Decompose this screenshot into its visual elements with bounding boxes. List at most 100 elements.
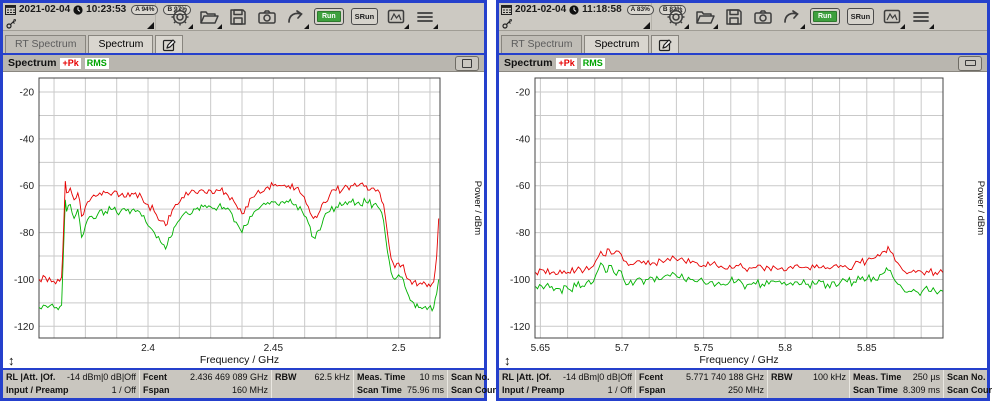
edit-pencil-icon bbox=[658, 38, 673, 52]
rl-att-of-value: -14 dBm|0 dB|Off bbox=[562, 372, 632, 382]
key-icon bbox=[502, 19, 512, 29]
tab-edit[interactable] bbox=[155, 35, 184, 53]
open-folder-icon[interactable] bbox=[694, 6, 718, 29]
status-col-levels: RL |Att. |Of. -14 dBm|0 dB|Off Input / Pr… bbox=[499, 370, 635, 398]
date-label: 2021-02-04 bbox=[515, 4, 567, 15]
camera-icon[interactable] bbox=[752, 6, 774, 28]
calendar-icon bbox=[501, 4, 512, 15]
dropdown-corner-icon bbox=[900, 23, 906, 29]
svg-text:-60: -60 bbox=[516, 181, 531, 192]
dropdown-corner-icon bbox=[304, 23, 309, 29]
svg-text:5.65: 5.65 bbox=[531, 343, 551, 354]
srun-button-label: SRun bbox=[354, 12, 375, 21]
run-button[interactable]: Run bbox=[314, 8, 344, 25]
time-label: 10:23:53 bbox=[86, 4, 127, 15]
dropdown-corner-icon bbox=[929, 23, 935, 29]
fspan-label: Fspan bbox=[143, 385, 170, 395]
maximize-button[interactable] bbox=[455, 55, 479, 71]
menu-icon[interactable] bbox=[414, 6, 439, 29]
scan-time-value: 75.96 ms bbox=[406, 385, 444, 395]
chart-area: -20 -40 -60 -80 -100 -120 5.65 5.7 5.75 5.8 5.85 Fr… bbox=[499, 72, 987, 368]
expand-triangle-icon[interactable] bbox=[643, 22, 650, 29]
srun-button[interactable]: SRun bbox=[350, 8, 379, 25]
input-preamp-label: Input / Preamp bbox=[502, 385, 565, 395]
dropdown-corner-icon bbox=[433, 23, 439, 29]
save-floppy-icon[interactable] bbox=[227, 6, 249, 28]
redo-arrow-icon[interactable] bbox=[285, 6, 309, 29]
srun-button[interactable]: SRun bbox=[846, 8, 875, 25]
status-cluster[interactable]: 2021-02-04 11:18:58 A 83% B 82% bbox=[499, 3, 687, 30]
status-cluster[interactable]: 2021-02-04 10:23:53 A 94% B 97% bbox=[3, 3, 191, 30]
display-screen-icon[interactable] bbox=[881, 6, 906, 29]
key-icon bbox=[6, 19, 16, 29]
analyzer-window-left: 2021-02-04 10:23:53 A 94% B 97% bbox=[0, 0, 501, 401]
run-button-label: Run bbox=[317, 11, 341, 22]
fspan-value: 160 MHz bbox=[231, 385, 268, 395]
svg-text:5.7: 5.7 bbox=[615, 343, 629, 354]
dropdown-corner-icon bbox=[684, 23, 689, 29]
vertical-scale-control[interactable]: ↕ bbox=[8, 353, 15, 368]
svg-text:Power / dBm: Power / dBm bbox=[472, 181, 483, 235]
tab-rt-spectrum[interactable]: RT Spectrum bbox=[5, 35, 87, 53]
svg-text:Frequency / GHz: Frequency / GHz bbox=[699, 354, 778, 366]
fspan-value: 250 MHz bbox=[727, 385, 764, 395]
vertical-scale-control[interactable]: ↕ bbox=[504, 353, 511, 368]
fcent-label: Fcent bbox=[639, 372, 664, 382]
save-floppy-icon[interactable] bbox=[723, 6, 745, 28]
scan-no-label: Scan No. bbox=[947, 372, 986, 382]
status-col-scan: Scan No.34 Scan Count50 bbox=[447, 370, 501, 398]
rbw-value: 62.5 kHz bbox=[314, 372, 350, 382]
status-col-time: Meas. Time 10 ms Scan Time 75.96 ms bbox=[353, 370, 447, 398]
open-folder-icon[interactable] bbox=[198, 6, 222, 29]
analyzer-window-right: 2021-02-04 11:18:58 A 83% B 82% bbox=[496, 0, 992, 401]
srun-button-label: SRun bbox=[850, 12, 871, 21]
tab-edit[interactable] bbox=[651, 35, 680, 53]
rl-att-of-label: RL |Att. |Of. bbox=[6, 372, 56, 382]
rbw-label: RBW bbox=[771, 372, 793, 382]
fcent-label: Fcent bbox=[143, 372, 168, 382]
status-col-frequency: Fcent 5.771 740 188 GHz Fspan 250 MHz bbox=[635, 370, 767, 398]
meas-time-label: Meas. Time bbox=[357, 372, 406, 382]
restore-button[interactable] bbox=[958, 55, 982, 71]
battery-a-badge: A 94% bbox=[131, 4, 159, 15]
status-bar: RL |Att. |Of. -14 dBm|0 dB|Off Input / Pr… bbox=[3, 368, 501, 398]
camera-icon[interactable] bbox=[256, 6, 278, 28]
svg-text:-80: -80 bbox=[20, 228, 35, 239]
tab-spectrum[interactable]: Spectrum bbox=[584, 35, 650, 53]
redo-arrow-icon[interactable] bbox=[781, 6, 805, 29]
clock-icon bbox=[73, 4, 83, 15]
svg-text:-20: -20 bbox=[20, 88, 35, 99]
tab-spectrum[interactable]: Spectrum bbox=[88, 35, 154, 53]
legend-rms-trace: RMS bbox=[84, 57, 109, 69]
input-preamp-value: 1 / Off bbox=[111, 385, 136, 395]
settings-gear-icon[interactable] bbox=[665, 6, 689, 29]
display-screen-icon[interactable] bbox=[385, 6, 410, 29]
dropdown-corner-icon bbox=[188, 23, 193, 29]
tab-bar: RT Spectrum Spectrum bbox=[499, 31, 987, 53]
status-col-rbw: RBW 100 kHz bbox=[767, 370, 849, 398]
tab-rt-spectrum[interactable]: RT Spectrum bbox=[501, 35, 583, 53]
meas-time-value: 10 ms bbox=[419, 372, 444, 382]
rl-att-of-value: -14 dBm|0 dB|Off bbox=[66, 372, 136, 382]
status-col-scan: Scan No.1 480 Scan Count50 bbox=[943, 370, 992, 398]
svg-text:5.85: 5.85 bbox=[857, 343, 877, 354]
spectrum-plot[interactable]: -20 -40 -60 -80 -100 -120 2.4 2.45 2.5 Frequency … bbox=[3, 72, 484, 368]
scan-time-value: 8.309 ms bbox=[902, 385, 940, 395]
dropdown-corner-icon bbox=[217, 23, 222, 29]
panel-title: Spectrum bbox=[504, 57, 553, 69]
menu-icon[interactable] bbox=[910, 6, 935, 29]
chart-area: -20 -40 -60 -80 -100 -120 2.4 2.45 2.5 Frequency … bbox=[3, 72, 484, 368]
settings-gear-icon[interactable] bbox=[169, 6, 193, 29]
tab-bar: RT Spectrum Spectrum bbox=[3, 31, 484, 53]
run-button[interactable]: Run bbox=[810, 8, 840, 25]
svg-text:Frequency / GHz: Frequency / GHz bbox=[200, 354, 279, 366]
expand-triangle-icon[interactable] bbox=[147, 22, 154, 29]
svg-text:-120: -120 bbox=[510, 322, 530, 333]
scan-count-label: Scan Count bbox=[947, 385, 992, 395]
panel-header: Spectrum +Pk RMS bbox=[3, 55, 484, 72]
svg-text:-60: -60 bbox=[20, 181, 35, 192]
svg-text:5.75: 5.75 bbox=[694, 343, 714, 354]
svg-text:2.4: 2.4 bbox=[141, 343, 155, 354]
meas-time-label: Meas. Time bbox=[853, 372, 902, 382]
